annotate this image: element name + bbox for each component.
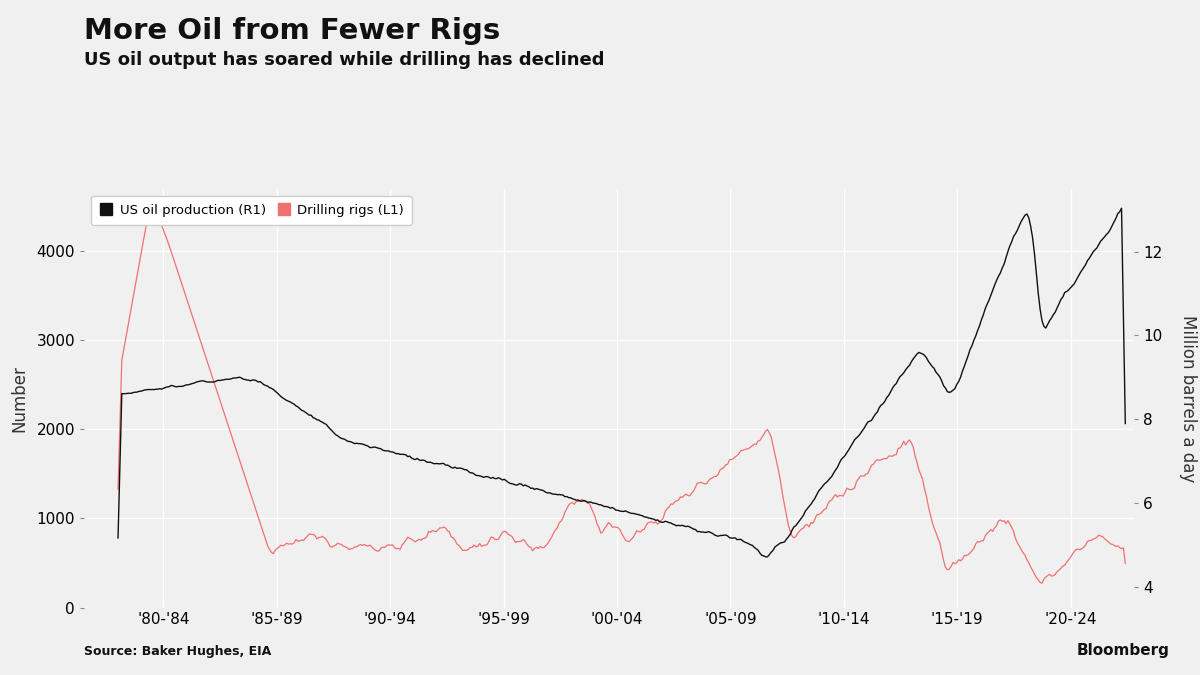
Text: Source: Baker Hughes, EIA: Source: Baker Hughes, EIA xyxy=(84,645,271,658)
Legend: US oil production (R1), Drilling rigs (L1): US oil production (R1), Drilling rigs (L… xyxy=(90,196,412,225)
Text: US oil output has soared while drilling has declined: US oil output has soared while drilling … xyxy=(84,51,605,69)
Y-axis label: Number: Number xyxy=(10,364,28,432)
Text: More Oil from Fewer Rigs: More Oil from Fewer Rigs xyxy=(84,17,500,45)
Text: Bloomberg: Bloomberg xyxy=(1078,643,1170,658)
Y-axis label: Million barrels a day: Million barrels a day xyxy=(1178,315,1196,482)
